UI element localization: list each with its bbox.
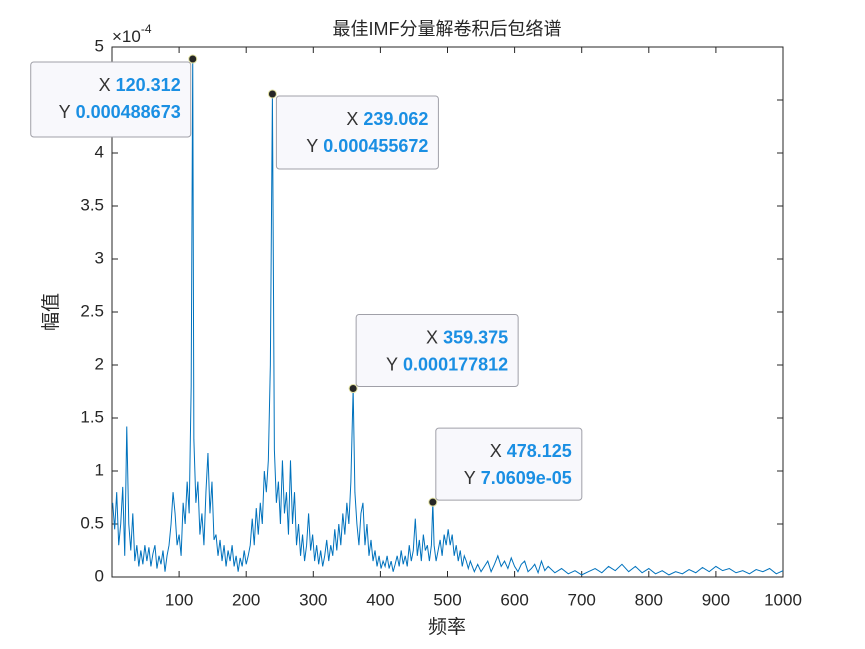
x-tick-label: 200 bbox=[232, 590, 260, 609]
datatip-marker bbox=[188, 54, 198, 64]
x-tick-label: 700 bbox=[568, 590, 596, 609]
x-tick-label: 400 bbox=[366, 590, 394, 609]
datatip-y-value: 0.000177812 bbox=[403, 354, 508, 374]
datatip-y-prefix: Y bbox=[59, 102, 71, 122]
datatip-marker bbox=[348, 384, 358, 394]
datatip-y-value: 0.000455672 bbox=[323, 136, 428, 156]
y-axis-label: 幅值 bbox=[40, 293, 62, 331]
y-tick-label: 1.5 bbox=[80, 407, 104, 426]
datatip-box bbox=[275, 95, 439, 170]
datatip-box bbox=[355, 314, 519, 388]
datatip-y-value: 7.0609e-05 bbox=[481, 468, 572, 488]
y-tick-label: 5 bbox=[95, 36, 104, 55]
x-tick-label: 100 bbox=[165, 590, 193, 609]
datatip-y-prefix: Y bbox=[464, 468, 476, 488]
x-tick-label: 500 bbox=[433, 590, 461, 609]
datatip-x-value: 478.125 bbox=[507, 441, 572, 461]
y-tick-label: 4 bbox=[95, 142, 104, 161]
x-tick-label: 300 bbox=[299, 590, 327, 609]
datatip: X 359.375 Y 0.000177812 bbox=[348, 314, 519, 394]
datatip-box bbox=[435, 427, 583, 501]
datatip-x: X 478.125 bbox=[490, 441, 572, 461]
x-axis-label: 频率 bbox=[428, 616, 466, 638]
series-line bbox=[112, 59, 784, 576]
y-tick-label: 0 bbox=[95, 566, 104, 585]
y-tick-label: 2 bbox=[95, 354, 104, 373]
datatip-marker bbox=[267, 89, 277, 99]
datatip-x: X 120.312 bbox=[99, 75, 181, 95]
datatip-y-prefix: Y bbox=[386, 354, 398, 374]
datatip-marker bbox=[428, 497, 438, 507]
y-tick-label: 3 bbox=[95, 248, 104, 267]
datatip-x-prefix: X bbox=[426, 327, 438, 347]
datatip-x-prefix: X bbox=[490, 441, 502, 461]
x-tick-label: 1000 bbox=[764, 590, 802, 609]
datatip: X 120.312 Y 0.000488673 bbox=[30, 54, 198, 138]
x-tick-label: 900 bbox=[702, 590, 730, 609]
datatip-y: Y 0.000177812 bbox=[386, 354, 508, 374]
datatip: X 239.062 Y 0.000455672 bbox=[267, 89, 439, 170]
datatip-y-prefix: Y bbox=[306, 136, 318, 156]
datatip-y: Y 0.000455672 bbox=[306, 136, 428, 156]
datatip-x-prefix: X bbox=[99, 75, 111, 95]
y-scale-exponent: -4 bbox=[141, 22, 152, 36]
datatip-y: Y 7.0609e-05 bbox=[464, 468, 572, 488]
datatip-box bbox=[30, 61, 192, 138]
y-scale-base: ×10 bbox=[112, 27, 141, 46]
y-tick-label: 2.5 bbox=[80, 301, 104, 320]
x-tick-label: 800 bbox=[635, 590, 663, 609]
datatip-x: X 359.375 bbox=[426, 327, 508, 347]
datatip-x-value: 120.312 bbox=[116, 75, 181, 95]
datatip-y: Y 0.000488673 bbox=[59, 102, 181, 122]
datatip-x-value: 359.375 bbox=[443, 327, 508, 347]
x-tick-label: 600 bbox=[500, 590, 528, 609]
datatip: X 478.125 Y 7.0609e-05 bbox=[428, 427, 583, 507]
y-tick-label: 1 bbox=[95, 460, 104, 479]
y-tick-label: 0.5 bbox=[80, 513, 104, 532]
chart-title: 最佳IMF分量解卷积后包络谱 bbox=[333, 19, 562, 39]
y-scale-label: ×10-4 bbox=[112, 22, 152, 46]
y-tick-label: 3.5 bbox=[80, 195, 104, 214]
datatip-y-value: 0.000488673 bbox=[76, 102, 181, 122]
datatip-x: X 239.062 bbox=[346, 109, 428, 129]
datatip-x-value: 239.062 bbox=[363, 109, 428, 129]
datatip-x-prefix: X bbox=[346, 109, 358, 129]
